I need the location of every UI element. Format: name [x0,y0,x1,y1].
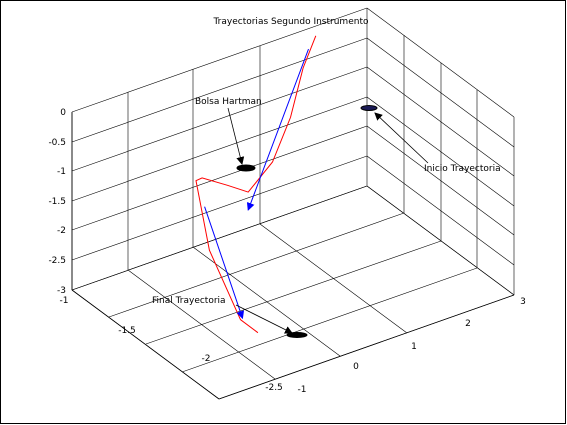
z-tick-label: -2 [57,226,66,236]
annotation-inicio-trayectoria-arrow [374,112,429,164]
z-tick-label: 0 [60,108,66,118]
z-tick-label: -1 [57,167,66,177]
x-tick-label: -1.5 [118,326,136,336]
series-layer [195,35,317,334]
annotation-bolsa-hartman-arrow [227,107,245,165]
annotation-final-trayectoria-arrow [235,304,293,334]
series-line-0 [195,35,317,334]
annotation-inicio-trayectoria: Inicio Trayectoria [424,164,501,174]
series-arrow-1 [246,48,309,211]
z-tick-labels: 0 -0.5 -1 -1.5 -2 -2.5 -3 [48,108,66,296]
pocket-marker-bolsa-hartman [236,164,256,172]
z-tick-label: -0.5 [48,138,66,148]
annotation-bolsa-hartman: Bolsa Hartman [195,97,262,107]
annotations: Bolsa Hartman Inicio Trayectoria Final T… [152,97,501,334]
x-tick-label: -2 [202,354,211,364]
pocket-marker-inicio [360,105,378,111]
chart-title: Trayectorias Segundo Instrumento [213,17,369,27]
annotation-final-trayectoria: Final Trayectoria [152,296,226,306]
y-tick-label: -1 [298,385,307,395]
x-tick-labels: -1 -1.5 -2 -2.5 [60,296,283,393]
y-tick-labels: -1 0 1 2 3 [298,297,526,395]
x-axis-line [71,289,220,400]
plot-box [71,7,515,400]
y-tick-label: 0 [353,362,359,372]
y-tick-label: 3 [520,297,526,307]
z-tick-label: -3 [57,286,66,296]
x-tick-label: -1 [60,296,69,306]
y-tick-label: 1 [411,342,417,352]
pocket-marker-final [286,332,308,338]
z-tick-label: -2.5 [48,256,66,266]
z-tick-label: -1.5 [48,197,66,207]
series-arrow-2 [204,206,245,320]
x-tick-label: -2.5 [265,383,283,393]
y-tick-label: 2 [465,319,471,329]
pocket-markers [236,105,378,338]
y-axis-line [218,294,515,400]
